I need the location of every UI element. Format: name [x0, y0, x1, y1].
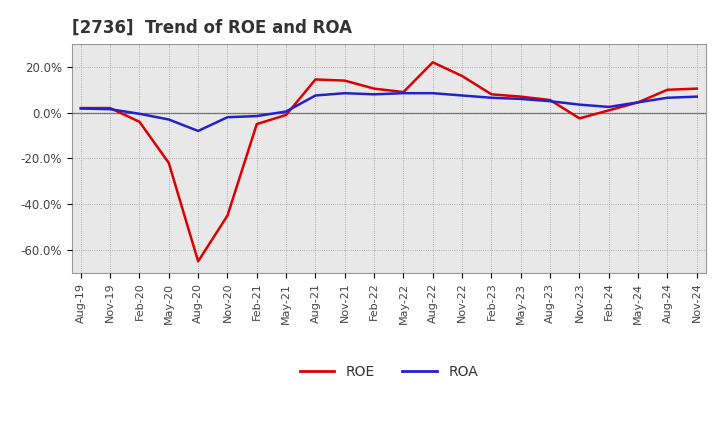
Text: [2736]  Trend of ROE and ROA: [2736] Trend of ROE and ROA: [72, 19, 352, 37]
Legend: ROE, ROA: ROE, ROA: [294, 360, 484, 385]
